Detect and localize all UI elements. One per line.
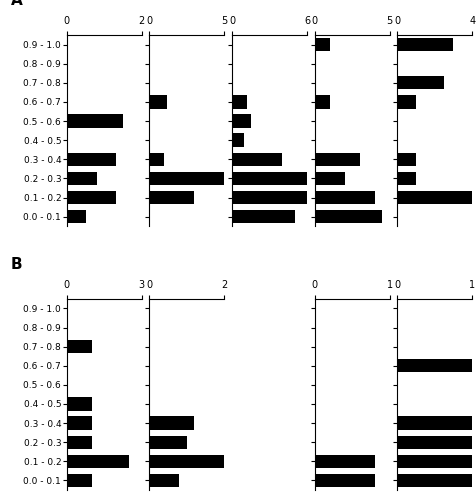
Bar [149,474,179,487]
Bar [231,172,307,185]
Bar [397,38,453,52]
Bar [397,436,471,449]
Bar [67,398,91,410]
Text: A: A [10,0,22,8]
Bar [314,191,374,204]
Bar [149,152,164,166]
Bar [149,95,167,108]
Bar [149,416,194,430]
Bar [314,38,329,52]
Bar [149,172,224,185]
Bar [231,191,307,204]
Bar [67,436,91,449]
Bar [314,210,381,224]
Bar [397,76,443,90]
Bar [67,474,91,487]
Bar [149,454,224,468]
Bar [67,114,123,128]
Bar [149,436,187,449]
Bar [314,454,374,468]
Bar [397,172,415,185]
Bar [67,152,115,166]
Bar [397,454,471,468]
Bar [231,114,250,128]
Bar [397,359,471,372]
Bar [67,191,115,204]
Bar [314,152,359,166]
Bar [397,191,471,204]
Bar [149,191,194,204]
Bar [67,172,97,185]
Bar [314,172,344,185]
Text: B: B [10,257,22,272]
Bar [397,474,471,487]
Bar [231,134,244,147]
Bar [397,95,415,108]
Bar [231,152,281,166]
Bar [314,474,374,487]
Bar [67,416,91,430]
Bar [397,416,471,430]
Bar [67,454,129,468]
Bar [231,95,247,108]
Bar [314,95,329,108]
Bar [67,210,85,224]
Bar [231,210,294,224]
Bar [67,340,91,353]
Bar [397,152,415,166]
